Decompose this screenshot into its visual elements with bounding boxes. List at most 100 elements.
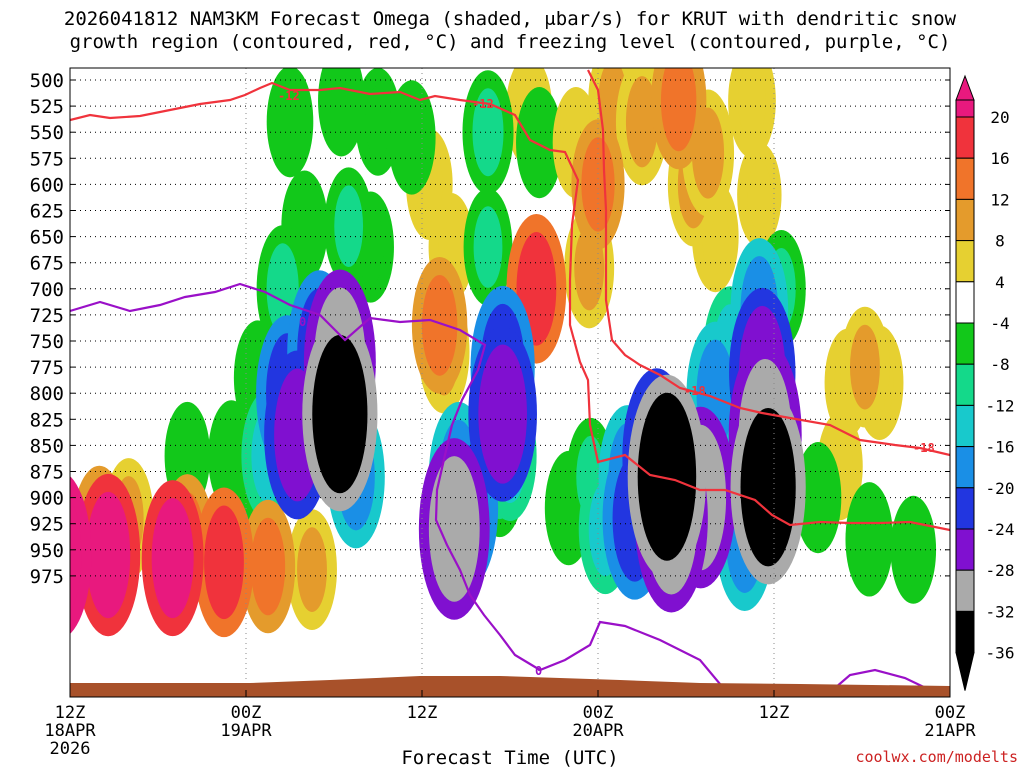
colorbar-bottom-arrow (955, 652, 975, 691)
omega-core (581, 137, 615, 232)
omega-cell (287, 509, 337, 631)
omega-cell (208, 400, 255, 512)
colorbar-label: 8 (995, 232, 1005, 251)
y-tick-label: 625 (30, 201, 64, 223)
y-tick-label: 600 (30, 174, 64, 196)
colorbar-swatch (955, 528, 975, 571)
colorbar-top-arrow (955, 74, 975, 101)
colorbar-label: -16 (986, 438, 1015, 457)
omega-cell (794, 442, 842, 554)
dgz-label-18a: -18 (684, 384, 706, 398)
chart-title-line2: growth region (contoured, red, °C) and f… (70, 31, 951, 53)
y-tick-label: 700 (30, 279, 64, 301)
colorbar-label: -28 (986, 561, 1015, 580)
omega-cell (730, 389, 806, 585)
terrain-ground (70, 676, 950, 697)
omega-core (250, 517, 286, 616)
x-tick-label: 00Z (935, 703, 966, 723)
x-tick-label: 00Z (583, 703, 614, 723)
plot-frame (69, 67, 951, 698)
omega-core (70, 497, 82, 613)
omega-core (804, 460, 832, 536)
dgz-label-12b: -12 (472, 97, 494, 111)
colorbar-label: -12 (986, 396, 1015, 415)
y-tick-label: 825 (30, 409, 64, 431)
colorbar-label: 12 (990, 190, 1009, 209)
colorbar-swatch (955, 198, 975, 242)
y-tick-label: 500 (30, 70, 64, 92)
omega-core (855, 500, 884, 579)
omega-core (174, 419, 201, 492)
freezing-label-0b: 0 (535, 664, 542, 678)
dgz-label-18b: -18 (913, 441, 935, 455)
omega-core (365, 85, 391, 158)
x-tick-label: 00Z (231, 703, 262, 723)
freezing-level-contour-right (834, 668, 929, 688)
y-tick-label: 800 (30, 383, 64, 405)
colorbar-swatch (955, 487, 975, 530)
omega-core (397, 98, 426, 177)
x-tick-label: 21APR (924, 721, 976, 741)
y-tick-label: 950 (30, 540, 64, 562)
y-tick-label: 675 (30, 253, 64, 275)
omega-cell (468, 326, 537, 502)
y-tick-label: 525 (30, 96, 64, 118)
freezing-label-0a: 0 (299, 315, 306, 329)
omega-cell (240, 499, 296, 634)
x-axis-label: Forecast Time (UTC) (401, 747, 618, 768)
omega-cell (737, 142, 782, 248)
omega-core (266, 243, 299, 335)
omega-core (86, 491, 131, 619)
omega-cell (318, 68, 365, 157)
colorbar-swatch (955, 363, 975, 406)
omega-core (312, 334, 368, 494)
omega-core (478, 344, 527, 484)
colorbar-swatch (955, 404, 975, 448)
omega-core (151, 498, 194, 619)
y-tick-label: 650 (30, 227, 64, 249)
colorbar-label: -32 (986, 602, 1015, 621)
omega-cell (516, 87, 563, 199)
y-tick-label: 750 (30, 331, 64, 353)
y-tick-label: 725 (30, 305, 64, 327)
omega-cell (627, 374, 707, 579)
omega-cell (728, 68, 776, 159)
x-tick-label: 12Z (759, 703, 790, 723)
y-tick-label: 900 (30, 488, 64, 510)
omega-cell (890, 495, 937, 604)
omega-core (473, 206, 503, 288)
colorbar-label: -8 (990, 355, 1009, 374)
omega-core (900, 513, 927, 586)
dgz-label-12a: -12 (278, 89, 300, 103)
omega-shading (70, 68, 937, 638)
colorbar-swatch (955, 99, 975, 118)
colorbar-swatch (955, 240, 975, 283)
plot-area: -12 -12 -18 -18 0 0 (69, 67, 951, 698)
colorbar: 20 16 12 8 4 -4 -8 -12 -16 -20 -24 -28 -32 -36 (955, 74, 1015, 691)
omega-cell (324, 167, 374, 285)
x-tick-label: 12Z (55, 703, 86, 723)
colorbar-label: 4 (995, 273, 1005, 292)
x-tick-label: 12Z (407, 703, 438, 723)
omega-cell (387, 80, 436, 195)
omega-cell (141, 480, 204, 637)
omega-core (334, 185, 364, 267)
omega-cell (839, 306, 890, 428)
colorbar-swatch (955, 610, 975, 654)
omega-cell (70, 476, 92, 634)
omega-core (637, 392, 697, 561)
colorbar-label: -20 (986, 479, 1015, 498)
omega-core (276, 84, 304, 160)
x-tick-label: 20APR (572, 721, 624, 741)
omega-cell (845, 482, 894, 597)
omega-core (472, 88, 504, 177)
colorbar-swatch (955, 157, 975, 200)
chart-title-line1: 2026041812 NAM3KM Forecast Omega (shaded… (64, 8, 957, 30)
omega-cell (76, 473, 141, 637)
freezing-level-contour-main (70, 282, 725, 688)
omega-cell (463, 188, 513, 306)
omega-core (747, 160, 772, 230)
omega-core (297, 527, 327, 613)
omega-core (218, 418, 245, 494)
